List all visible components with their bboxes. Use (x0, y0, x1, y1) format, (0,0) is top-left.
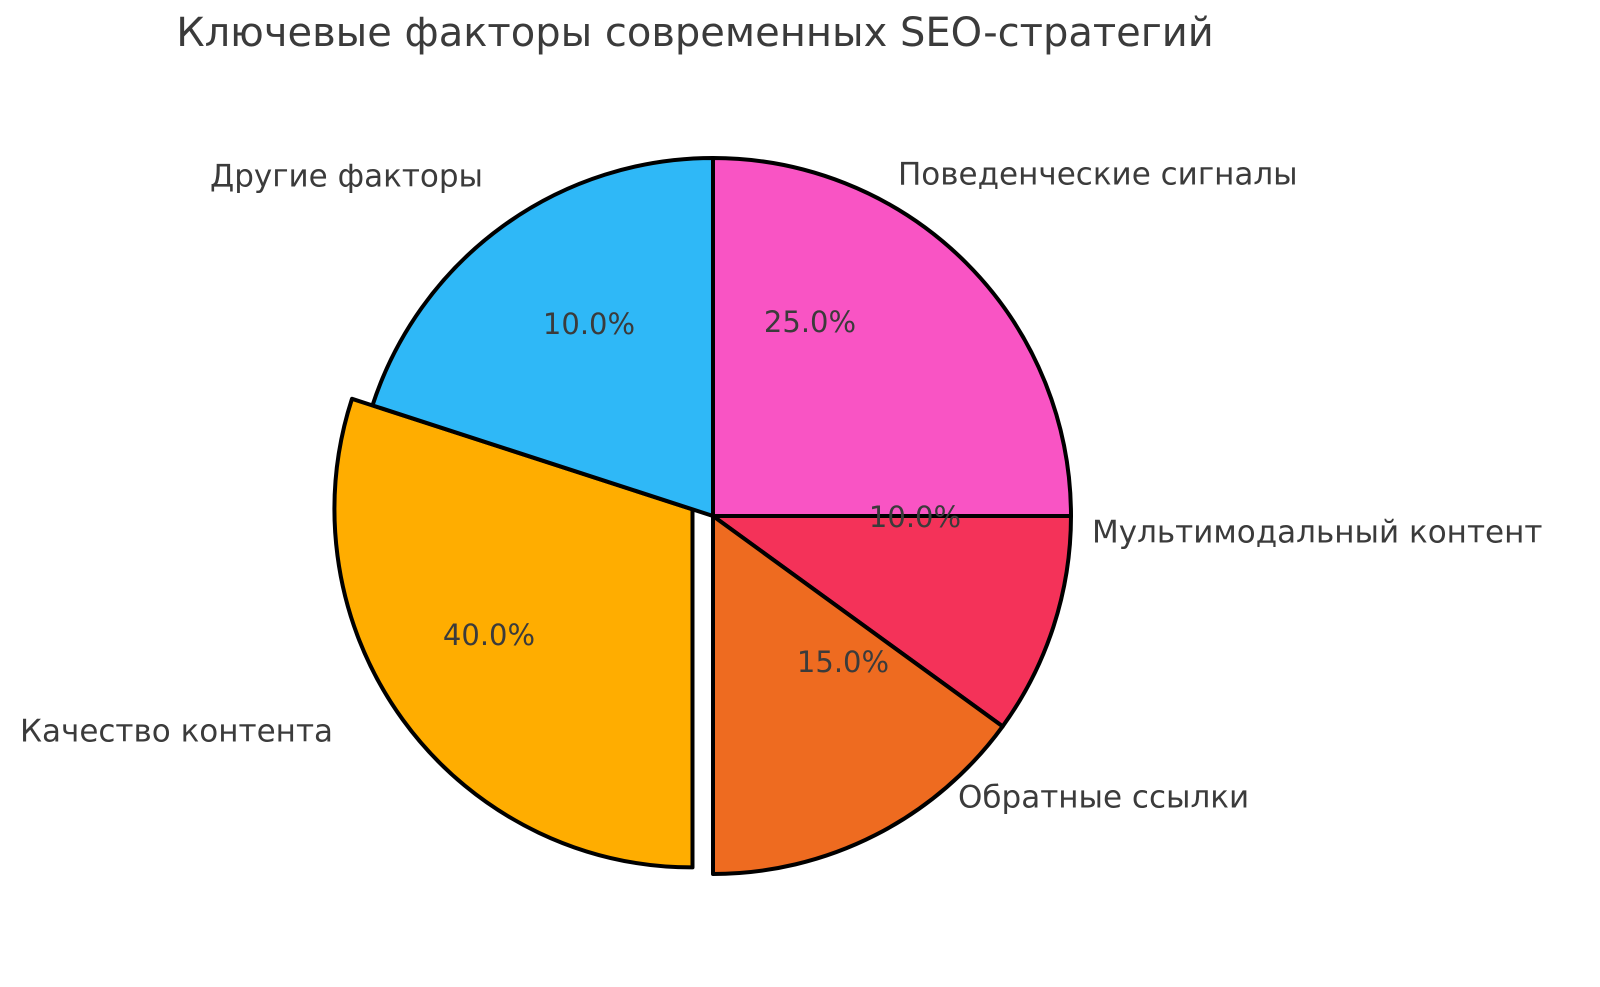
pie-label-other: Другие факторы (210, 159, 483, 195)
pie-label-content-quality: Качество контента (20, 714, 333, 750)
pie-percent-behavioral: 25.0% (764, 305, 856, 339)
pie-slice-multimodal[interactable] (711, 514, 1073, 729)
pie-label-behavioral: Поведенческие сигналы (898, 157, 1298, 193)
pie-slice-other[interactable] (370, 156, 715, 518)
pie-percent-other: 10.0% (543, 307, 635, 341)
chart-title: Ключевые факторы современных SEO-стратег… (176, 10, 1214, 56)
pie-percent-backlinks: 15.0% (797, 645, 889, 679)
pie-label-backlinks: Обратные ссылки (958, 780, 1249, 816)
pie-slice-backlinks[interactable] (711, 514, 1005, 876)
pie-label-multimodal: Мультимодальный контент (1092, 515, 1542, 551)
pie-slice-behavioral[interactable] (711, 156, 1073, 518)
pie-slice-content-quality-group (332, 396, 695, 870)
pie-percent-multimodal: 10.0% (869, 500, 961, 534)
pie-slice-content-quality[interactable] (332, 396, 695, 870)
pie-percent-content-quality: 40.0% (443, 618, 535, 652)
